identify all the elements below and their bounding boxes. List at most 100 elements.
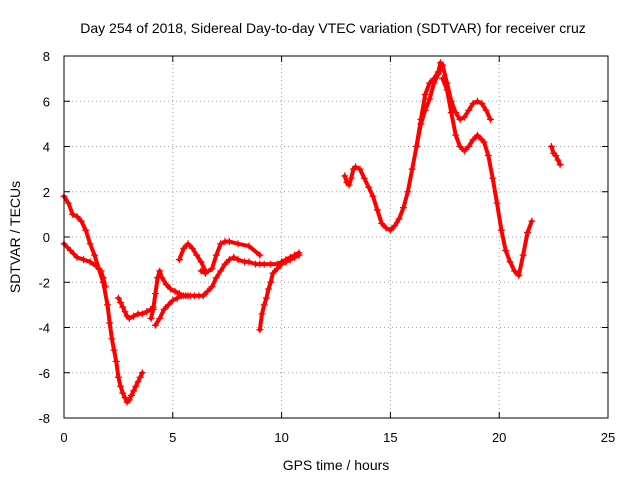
data-point [245,258,253,266]
data-point [110,346,118,354]
y-tick-label: 2 [43,185,50,200]
data-point [167,285,175,293]
data-point [395,215,403,223]
data-point [382,224,390,232]
series-arc-15 [547,143,564,169]
data-point [269,269,277,277]
data-point [456,143,464,150]
series-arc-3 [60,240,109,291]
data-point [64,199,72,207]
data-point [460,147,468,155]
data-point [117,382,125,390]
x-tick-label: 20 [492,430,506,445]
x-tick-label: 15 [383,430,397,445]
data-point [193,251,201,259]
data-point [404,188,412,196]
data-point [138,369,146,377]
data-point [90,251,98,259]
data-point [130,312,138,320]
data-point [373,206,381,214]
data-point [502,247,510,255]
series-trace [440,76,484,153]
data-point [106,319,114,327]
data-point [180,244,188,252]
data-point [138,310,146,318]
data-point [273,265,281,273]
data-point [347,174,355,182]
data-point [378,219,386,227]
data-point [156,314,164,322]
data-point [97,267,105,275]
data-point [465,143,473,150]
data-point [73,213,81,221]
data-point [86,258,94,266]
data-point [217,267,225,275]
data-point [267,260,275,268]
data-point [426,95,434,103]
data-point [156,267,164,275]
data-point [291,253,299,261]
data-point [230,253,238,261]
data-point [460,113,468,121]
data-point [132,382,140,390]
series-arc-11 [341,61,447,234]
data-point [127,391,135,399]
data-point [447,109,455,117]
data-point [134,378,142,386]
data-point [256,326,264,334]
data-point [554,156,562,164]
data-point [360,174,368,182]
series-arc-14 [480,138,536,279]
y-tick-label: 4 [43,140,50,155]
data-point [256,251,264,259]
data-point [295,251,303,259]
data-point [260,301,268,309]
x-tick-label: 5 [169,430,176,445]
x-tick-label: 10 [274,430,288,445]
data-point [452,131,460,139]
data-point [484,152,492,160]
y-tick-label: -4 [38,321,50,336]
data-point [121,308,129,316]
data-point [136,373,144,381]
data-point [149,305,157,313]
data-point [208,283,216,291]
data-point [212,251,220,259]
data-point [234,240,242,248]
data-point [510,267,518,275]
series-arc-2 [112,357,146,406]
data-point [528,217,536,225]
data-point [93,262,101,270]
x-tick-label: 0 [60,430,67,445]
series-trace [199,239,262,276]
data-point [493,199,501,207]
series-trace [62,194,119,364]
data-point [117,299,125,307]
data-point [480,138,488,146]
data-point [356,165,364,173]
y-tick-label: -8 [38,411,50,426]
y-tick-label: 8 [43,49,50,64]
plot-frame [63,55,609,419]
data-point [119,303,127,311]
data-point [473,97,481,105]
data-point [465,106,473,114]
series-arc-10 [256,251,303,334]
data-point [265,285,273,293]
data-point [345,181,353,189]
data-point [225,238,233,246]
data-point [104,301,112,309]
data-point [77,217,85,225]
data-point [421,90,429,98]
series-arc-6 [175,240,209,275]
series-trace [153,255,236,328]
data-point [217,240,225,248]
series-trace [116,296,156,321]
data-point [426,79,434,87]
y-tick-label: 0 [43,230,50,245]
data-point [515,271,523,279]
data-point [212,274,220,282]
data-point [112,357,120,365]
chart-title: Day 254 of 2018, Sidereal Day-to-day VTE… [80,20,586,36]
data-point [119,389,127,397]
